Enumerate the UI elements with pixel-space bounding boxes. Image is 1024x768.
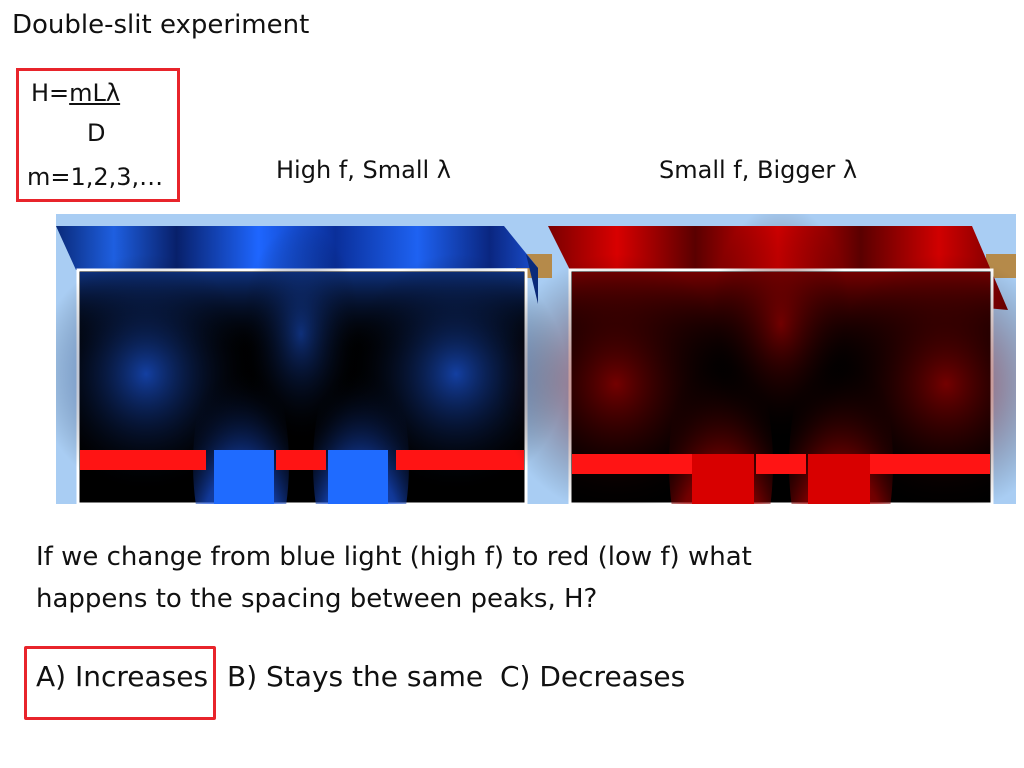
red-slit-beam-right xyxy=(808,454,870,504)
blue-wave-panel xyxy=(56,224,566,504)
red-barrier-left xyxy=(572,454,692,474)
question-text: If we change from blue light (high f) to… xyxy=(36,542,752,614)
formula-orders: m=1,2,3,… xyxy=(27,163,164,191)
formula-numerator-line: H=mLλ xyxy=(31,79,120,107)
answer-option-b[interactable]: B) Stays the same xyxy=(227,660,484,693)
formula-lhs: H= xyxy=(31,79,70,107)
blue-barrier-middle xyxy=(276,450,326,470)
formula-numerator: mLλ xyxy=(69,79,121,107)
simulation-strip xyxy=(56,214,1016,504)
red-barrier-middle xyxy=(756,454,806,474)
red-slit-beam-left xyxy=(692,454,754,504)
formula-denominator: D xyxy=(87,119,106,147)
answer-option-c[interactable]: C) Decreases xyxy=(500,660,686,693)
slide-title: Double-slit experiment xyxy=(12,10,310,40)
answer-option-a[interactable]: A) Increases xyxy=(36,660,209,693)
red-panel-label: Small f, Bigger λ xyxy=(659,156,858,184)
blue-slit-beam-right xyxy=(328,450,388,504)
formula-box: H=mLλ D m=1,2,3,… xyxy=(16,68,180,202)
blue-barrier-right xyxy=(396,450,524,470)
red-barrier-right xyxy=(870,454,990,474)
blue-barrier-left xyxy=(80,450,206,470)
blue-panel-label: High f, Small λ xyxy=(276,156,451,184)
red-wave-panel xyxy=(496,214,1016,504)
blue-slit-beam-left xyxy=(214,450,274,504)
selected-answer-highlight xyxy=(24,646,216,720)
simulation-illustration xyxy=(56,214,1016,504)
